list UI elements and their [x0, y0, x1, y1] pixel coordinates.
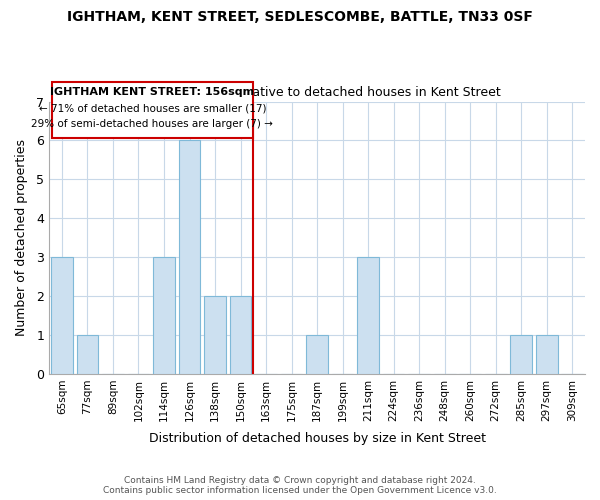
Text: Contains HM Land Registry data © Crown copyright and database right 2024.
Contai: Contains HM Land Registry data © Crown c… [103, 476, 497, 495]
Bar [230, 296, 251, 374]
Text: ← 71% of detached houses are smaller (17): ← 71% of detached houses are smaller (17… [38, 104, 266, 114]
Bar [179, 140, 200, 374]
Title: Size of property relative to detached houses in Kent Street: Size of property relative to detached ho… [133, 86, 501, 99]
Text: IGHTHAM KENT STREET: 156sqm: IGHTHAM KENT STREET: 156sqm [50, 87, 254, 97]
Bar [511, 335, 532, 374]
Text: 29% of semi-detached houses are larger (7) →: 29% of semi-detached houses are larger (… [31, 119, 273, 129]
Bar [52, 82, 253, 138]
X-axis label: Distribution of detached houses by size in Kent Street: Distribution of detached houses by size … [149, 432, 485, 445]
Bar [306, 335, 328, 374]
Bar [51, 257, 73, 374]
Text: IGHTHAM, KENT STREET, SEDLESCOMBE, BATTLE, TN33 0SF: IGHTHAM, KENT STREET, SEDLESCOMBE, BATTL… [67, 10, 533, 24]
Y-axis label: Number of detached properties: Number of detached properties [15, 139, 28, 336]
Bar [77, 335, 98, 374]
Bar [536, 335, 557, 374]
Bar [204, 296, 226, 374]
Bar [153, 257, 175, 374]
Bar [357, 257, 379, 374]
